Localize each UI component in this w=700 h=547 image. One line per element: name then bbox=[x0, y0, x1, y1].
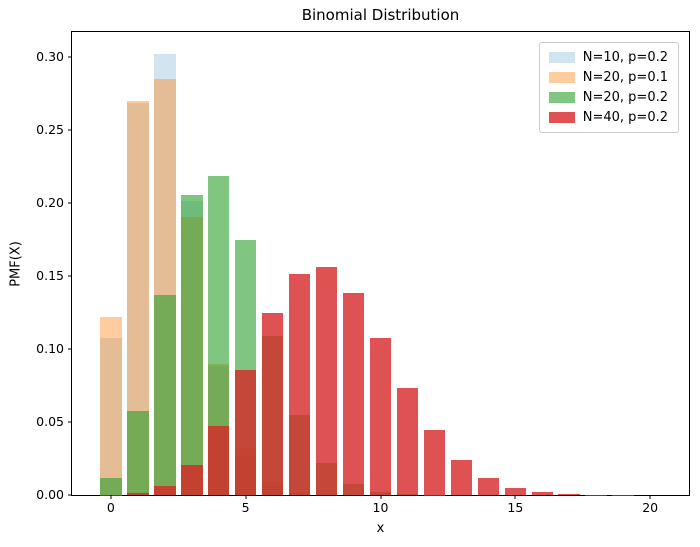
bar-n-20-p-0-2-x4 bbox=[207, 176, 230, 495]
bar-n-40-p-0-2-x16 bbox=[531, 492, 554, 495]
legend-swatch-n-10-p-0-2 bbox=[548, 52, 575, 63]
legend-item-n-40-p-0-2: N=40, p=0.2 bbox=[548, 110, 668, 125]
bar-n-20-p-0-2-x0 bbox=[100, 478, 122, 495]
x-tick-0 bbox=[110, 495, 112, 499]
bar-n-20-p-0-2-x2 bbox=[153, 295, 176, 495]
y-axis-label: PMF(X) bbox=[8, 241, 24, 287]
y-tick-label-0.10: 0.10 bbox=[36, 340, 64, 356]
x-axis-label: x bbox=[376, 521, 385, 536]
y-tick-label-0.30: 0.30 bbox=[36, 48, 64, 64]
x-tick-label-5: 5 bbox=[241, 500, 250, 515]
y-tick-label-0.25: 0.25 bbox=[36, 121, 64, 137]
legend-label-n-10-p-0-2: N=10, p=0.2 bbox=[582, 50, 668, 65]
plot-area: 0 5 10 15 20 0.00 0.05 0.10 0.15 0.20 0.25 0.30 N=… bbox=[36, 31, 690, 515]
legend-item-n-20-p-0-1: N=20, p=0.1 bbox=[548, 70, 668, 85]
x-tick-20 bbox=[649, 495, 651, 499]
legend-swatch-n-40-p-0-2 bbox=[548, 112, 575, 123]
bar-n-40-p-0-2-x5 bbox=[234, 370, 257, 495]
bar-n-40-p-0-2-x9 bbox=[342, 292, 365, 495]
bar-n-10-p-0-2-x0 bbox=[100, 338, 122, 495]
x-tick-5 bbox=[245, 495, 247, 499]
y-tick-0.10 bbox=[68, 348, 72, 350]
y-tick-label-0.20: 0.20 bbox=[36, 194, 64, 210]
legend-label-n-20-p-0-1: N=20, p=0.1 bbox=[582, 70, 668, 85]
bars-layer bbox=[72, 32, 689, 495]
legend-label-n-20-p-0-2: N=20, p=0.2 bbox=[582, 90, 668, 105]
x-tick-label-15: 15 bbox=[507, 500, 524, 515]
bar-n-40-p-0-2-x14 bbox=[477, 478, 500, 495]
x-tick-15 bbox=[514, 495, 516, 499]
y-tick-0.25 bbox=[68, 129, 72, 131]
bar-n-40-p-0-2-x10 bbox=[369, 338, 392, 495]
legend-label-n-40-p-0-2: N=40, p=0.2 bbox=[582, 110, 668, 125]
bar-n-40-p-0-2-x2 bbox=[153, 485, 176, 495]
y-tick-label-0.15: 0.15 bbox=[36, 267, 64, 283]
legend-item-n-20-p-0-2: N=20, p=0.2 bbox=[548, 90, 668, 105]
bar-n-20-p-0-2-x3 bbox=[180, 195, 203, 495]
chart-title: Binomial Distribution bbox=[301, 6, 460, 24]
bar-n-40-p-0-2-x15 bbox=[504, 487, 527, 495]
x-tick-label-10: 10 bbox=[372, 500, 389, 515]
bar-n-40-p-0-2-x1 bbox=[127, 493, 149, 495]
bar-n-40-p-0-2-x12 bbox=[423, 430, 446, 495]
bar-n-40-p-0-2-x8 bbox=[315, 267, 338, 495]
x-tick-label-0: 0 bbox=[106, 500, 115, 515]
y-tick-0.15 bbox=[68, 275, 72, 277]
legend-swatch-n-20-p-0-2 bbox=[548, 92, 575, 103]
y-tick-label-0.05: 0.05 bbox=[36, 413, 64, 429]
legend-swatch-n-20-p-0-1 bbox=[548, 72, 575, 83]
y-tick-0.00 bbox=[68, 494, 72, 496]
y-tick-0.20 bbox=[68, 202, 72, 204]
bar-n-40-p-0-2-x11 bbox=[396, 388, 419, 495]
bar-n-40-p-0-2-x3 bbox=[180, 465, 203, 495]
bar-n-10-p-0-2-x1 bbox=[127, 103, 149, 495]
bar-n-40-p-0-2-x7 bbox=[288, 274, 311, 495]
legend-item-n-10-p-0-2: N=10, p=0.2 bbox=[548, 50, 668, 65]
y-tick-label-0.00: 0.00 bbox=[36, 487, 64, 502]
legend: N=10, p=0.2 N=20, p=0.1 N=20, p=0.2 N=40, p… bbox=[538, 42, 679, 133]
bar-n-20-p-0-2-x1 bbox=[127, 410, 149, 495]
bar-n-40-p-0-2-x6 bbox=[261, 313, 284, 495]
x-tick-label-20: 20 bbox=[642, 500, 659, 515]
bar-n-20-p-0-1-x1 bbox=[127, 100, 149, 495]
y-tick-0.05 bbox=[68, 421, 72, 423]
bar-n-40-p-0-2-x4 bbox=[207, 425, 230, 495]
bar-n-40-p-0-2-x13 bbox=[450, 460, 473, 495]
bar-n-40-p-0-2-x17 bbox=[558, 494, 581, 495]
bar-n-20-p-0-1-x0 bbox=[100, 317, 122, 495]
y-tick-0.30 bbox=[68, 56, 72, 58]
x-tick-10 bbox=[380, 495, 381, 499]
